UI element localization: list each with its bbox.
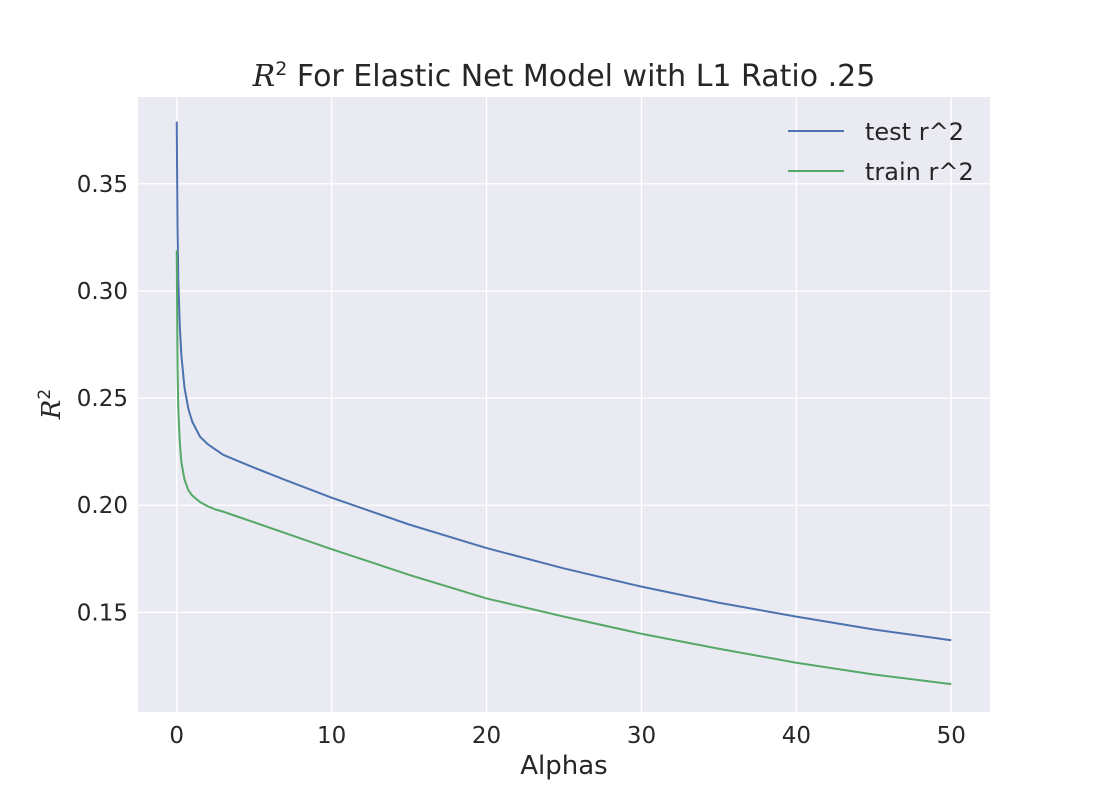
title-prefix: R	[252, 59, 276, 94]
y-tick-label: 0.20	[77, 493, 128, 519]
series-line-test	[175, 121, 952, 642]
x-tick-label: 50	[937, 723, 966, 749]
y-axis-label-main: R	[37, 400, 67, 421]
title-rest: For Elastic Net Model with L1 Ratio .25	[287, 59, 875, 94]
series-line-train	[175, 250, 952, 686]
x-tick-label: 20	[472, 723, 501, 749]
y-axis-label-superscript: 2	[35, 389, 55, 400]
y-tick-label: 0.35	[77, 172, 128, 198]
chart-title: R2 For Elastic Net Model with L1 Ratio .…	[252, 58, 876, 94]
x-tick-label: 40	[782, 723, 811, 749]
y-tick-labels: 0.15 0.20 0.25 0.30 0.35	[77, 172, 128, 627]
x-axis-label: Alphas	[520, 751, 607, 781]
y-tick-label: 0.25	[77, 386, 128, 412]
title-superscript: 2	[275, 58, 287, 80]
series-lines	[175, 121, 952, 686]
x-tick-label: 30	[627, 723, 656, 749]
y-tick-label: 0.15	[77, 600, 128, 626]
legend-label-test: test r^2	[865, 118, 964, 146]
legend-label-train: train r^2	[865, 158, 974, 186]
plot-area	[138, 97, 990, 712]
x-tick-labels: 0 10 20 30 40 50	[169, 723, 966, 749]
legend: test r^2 train r^2	[788, 118, 974, 186]
y-axis-label: R2	[35, 389, 67, 420]
x-tick-label: 0	[169, 723, 184, 749]
grid-lines	[138, 97, 990, 712]
y-tick-label: 0.30	[77, 279, 128, 305]
x-tick-label: 10	[317, 723, 346, 749]
